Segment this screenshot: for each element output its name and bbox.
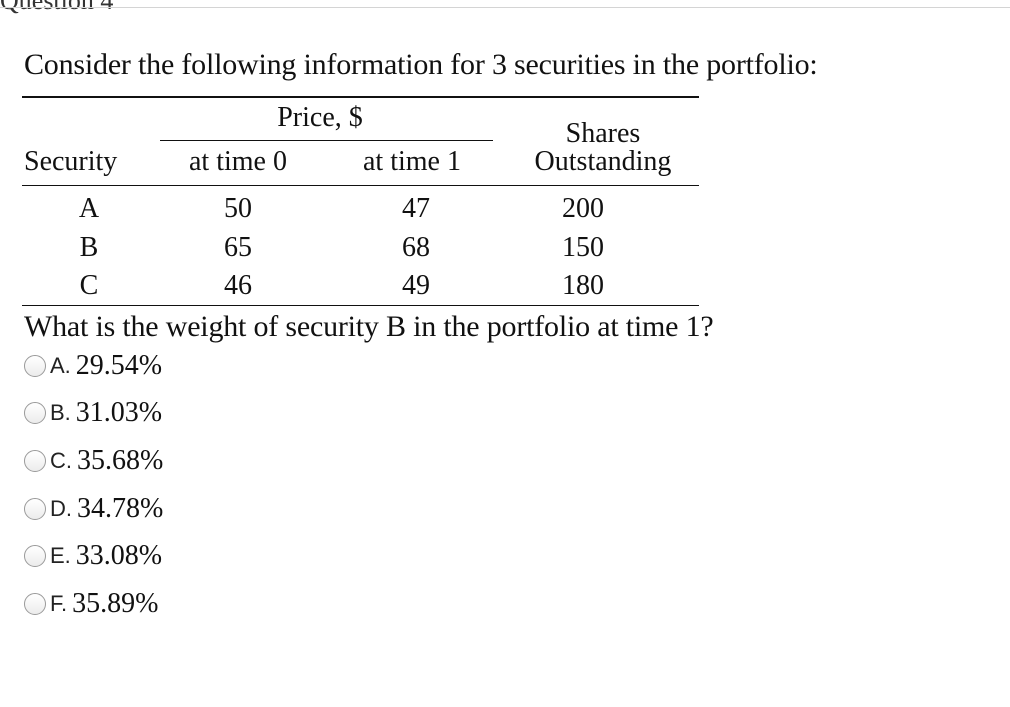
row-a-time0: 50 — [224, 193, 252, 224]
option-e-radio[interactable] — [24, 545, 46, 567]
option-a-value: 29.54% — [75, 350, 163, 381]
option-a-radio[interactable] — [24, 355, 46, 377]
option-a[interactable]: A. 29.54% — [24, 350, 163, 381]
option-f[interactable]: F. 35.89% — [24, 588, 159, 619]
row-a-security: A — [78, 193, 100, 224]
option-b-radio[interactable] — [24, 402, 46, 424]
row-c-shares: 180 — [562, 270, 604, 301]
row-a-shares: 200 — [562, 193, 604, 224]
header-bottom-rule — [22, 185, 699, 186]
option-b-letter: B. — [50, 400, 71, 425]
question-header: Question 4 — [0, 0, 114, 15]
header-divider — [0, 7, 1010, 8]
row-b-shares: 150 — [562, 232, 604, 263]
shares-header-line1: Shares — [565, 118, 641, 149]
column-header-time0: at time 0 — [189, 146, 287, 177]
question-prompt: Consider the following information for 3… — [24, 48, 818, 81]
column-header-security: Security — [24, 146, 118, 177]
price-header: Price, $ — [277, 102, 363, 133]
option-e[interactable]: E. 33.08% — [24, 540, 163, 571]
option-c[interactable]: C. 35.68% — [24, 445, 164, 476]
shares-header-line2: Outstanding — [534, 146, 672, 177]
row-b-security: B — [79, 232, 99, 263]
option-f-letter: F. — [50, 591, 68, 616]
question-text: What is the weight of security B in the … — [24, 310, 714, 343]
option-c-letter: C. — [50, 448, 72, 473]
option-d-value: 34.78% — [77, 493, 164, 524]
table-bottom-rule — [22, 305, 699, 306]
option-c-radio[interactable] — [24, 450, 46, 472]
row-b-time1: 68 — [402, 232, 430, 263]
row-a-time1: 47 — [402, 193, 430, 224]
column-header-time1: at time 1 — [363, 146, 461, 177]
row-c-security: C — [79, 270, 99, 301]
option-c-value: 35.68% — [77, 445, 164, 476]
table-top-rule — [22, 96, 699, 98]
option-e-letter: E. — [50, 543, 71, 568]
option-d-radio[interactable] — [24, 498, 46, 520]
price-span-rule — [160, 140, 493, 141]
option-d[interactable]: D. 34.78% — [24, 493, 164, 524]
option-b[interactable]: B. 31.03% — [24, 397, 163, 428]
option-f-value: 35.89% — [72, 588, 159, 619]
row-b-time0: 65 — [224, 232, 252, 263]
option-a-letter: A. — [50, 353, 71, 378]
option-f-radio[interactable] — [24, 593, 46, 615]
option-b-value: 31.03% — [75, 397, 163, 428]
option-e-value: 33.08% — [75, 540, 163, 571]
row-c-time1: 49 — [402, 270, 430, 301]
row-c-time0: 46 — [224, 270, 252, 301]
option-d-letter: D. — [50, 496, 72, 521]
